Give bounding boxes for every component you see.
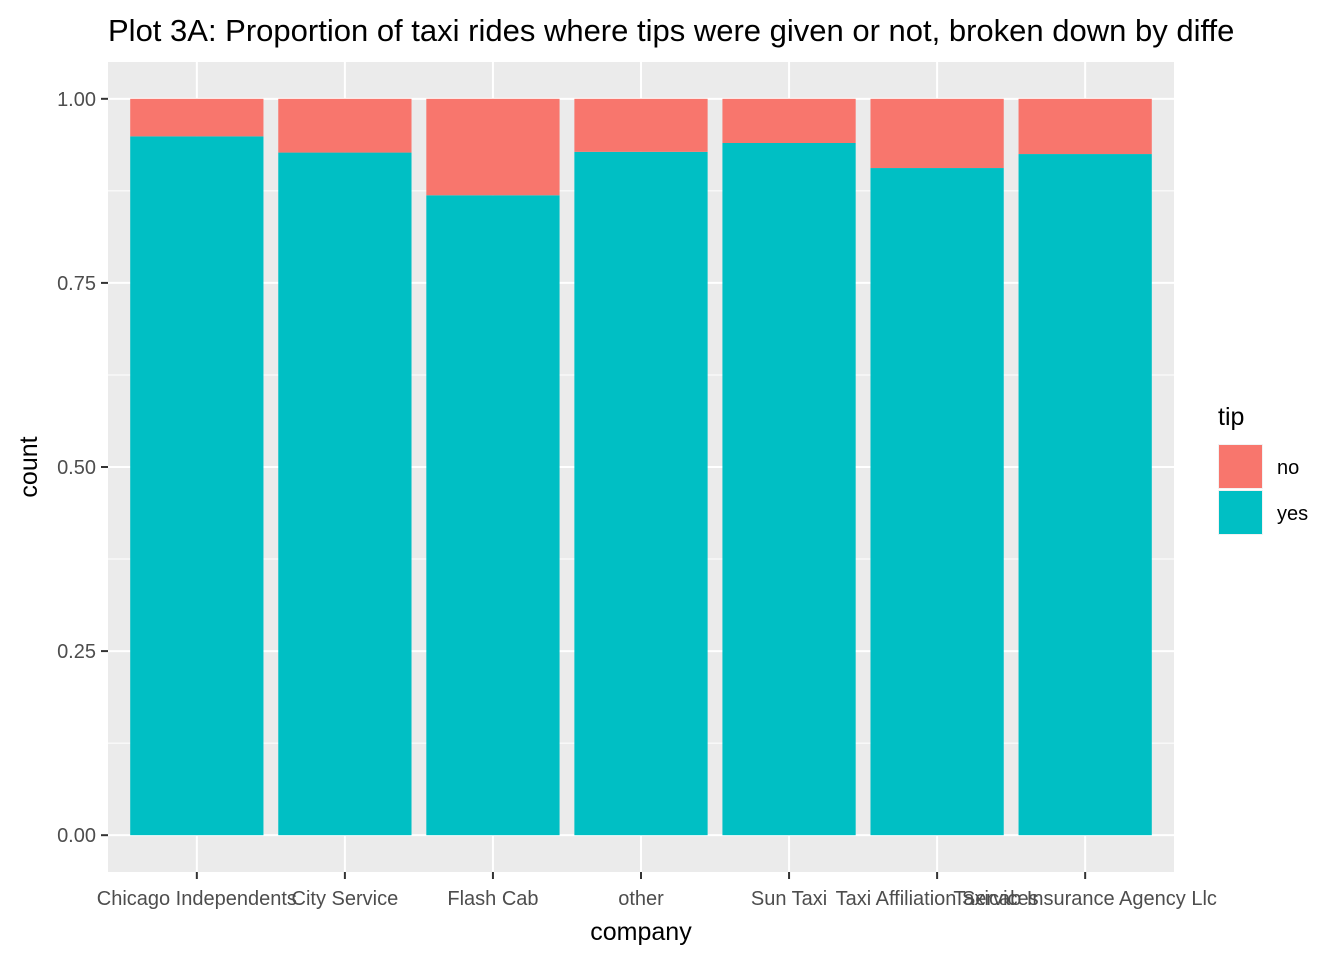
y-axis: 0.00 0.25 0.50 0.75 1.00	[57, 89, 108, 847]
legend-title: tip	[1218, 403, 1244, 431]
y-axis-title: count	[15, 436, 43, 497]
x-axis-title: company	[590, 918, 692, 946]
x-tick-label: Taxicab Insurance Agency Llc	[953, 888, 1217, 910]
bar-no-sun-taxi	[722, 98, 856, 143]
x-tick-label: City Service	[292, 888, 399, 910]
bar-yes-city-service	[278, 152, 412, 836]
bar-yes-sun-taxi	[722, 143, 856, 836]
bar-yes-chicago-independents	[130, 136, 264, 836]
y-tick-label: 0.50	[57, 457, 96, 479]
x-tick-label: other	[618, 888, 664, 910]
y-tick-label: 1.00	[57, 89, 96, 111]
bars	[130, 98, 1152, 836]
legend-key-yes	[1219, 491, 1262, 534]
bar-no-other	[574, 98, 708, 152]
chart-title: Plot 3A: Proportion of taxi rides where …	[108, 13, 1234, 48]
x-tick-label: Chicago Independents	[97, 888, 297, 910]
x-tick-label: Flash Cab	[447, 888, 538, 910]
bar-yes-flash-cab	[426, 195, 560, 836]
x-tick-label: Taxi Affiliation Services	[836, 888, 1039, 910]
bar-no-chicago-independents	[130, 98, 264, 137]
bar-yes-taxicab-insurance-agency-llc	[1018, 154, 1152, 836]
bar-no-flash-cab	[426, 98, 560, 196]
bar-yes-taxi-affiliation-services	[870, 168, 1004, 836]
y-tick-label: 0.25	[57, 641, 96, 663]
y-tick-label: 0.00	[57, 825, 96, 847]
legend-label-no: no	[1277, 457, 1299, 479]
legend-label-yes: yes	[1277, 503, 1308, 525]
legend: tip no yes	[1218, 403, 1308, 535]
legend-key-no	[1219, 445, 1262, 488]
bar-yes-other	[574, 151, 708, 836]
y-tick-label: 0.75	[57, 273, 96, 295]
bar-no-taxi-affiliation-services	[870, 98, 1004, 169]
bar-no-taxicab-insurance-agency-llc	[1018, 98, 1152, 155]
bar-no-city-service	[278, 98, 412, 153]
x-tick-label: Sun Taxi	[751, 888, 827, 910]
